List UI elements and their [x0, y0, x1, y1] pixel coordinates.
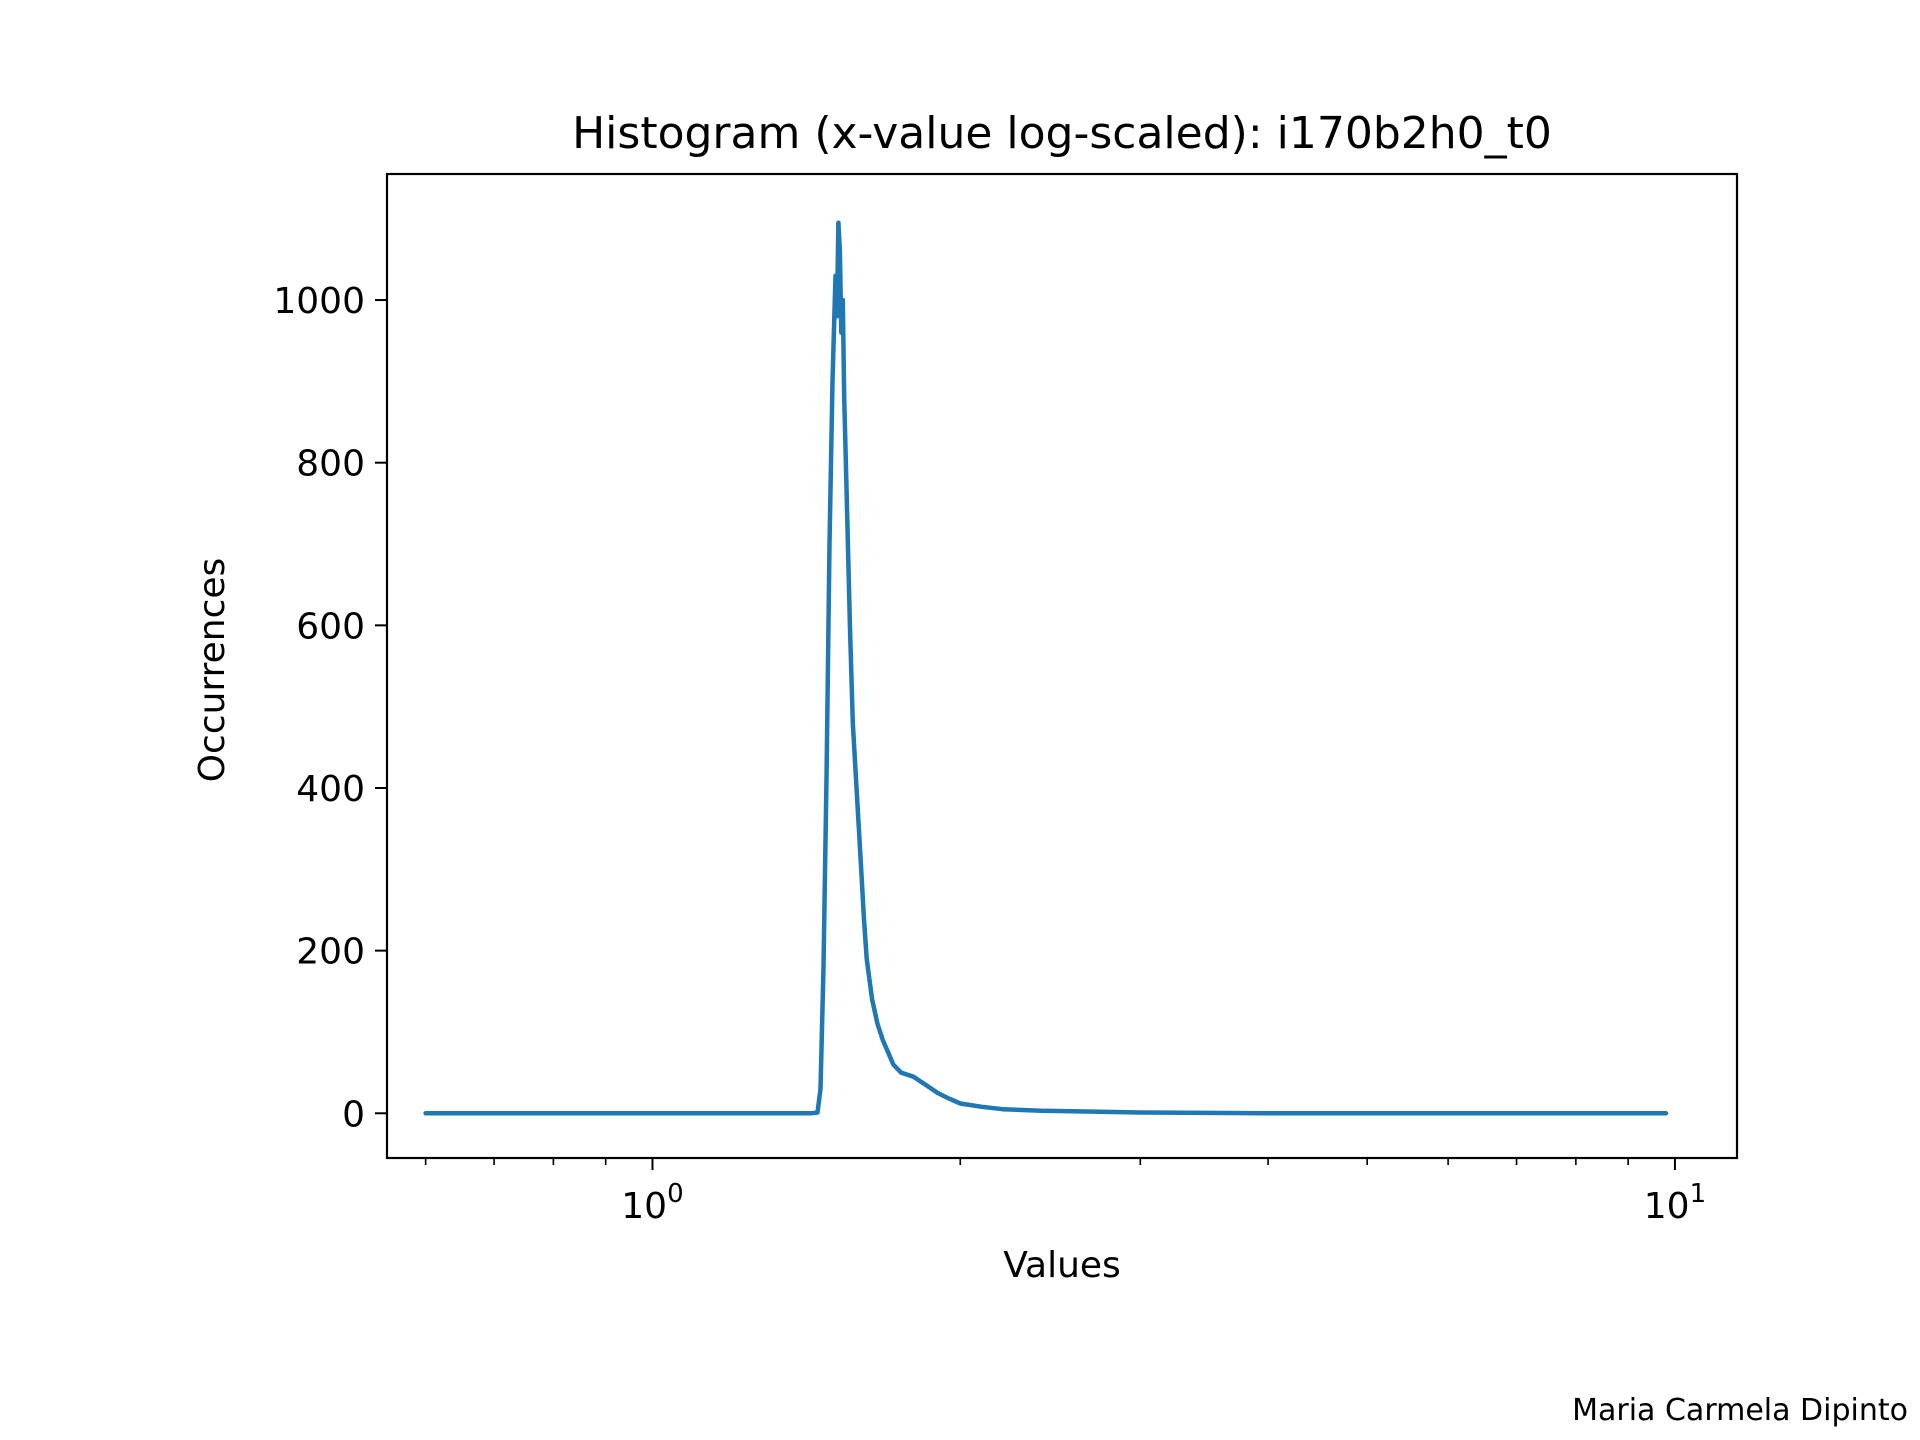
- y-tick-label-3: 600: [296, 606, 365, 647]
- x-tick-label-1: 101: [1644, 1179, 1706, 1227]
- y-tick-label-4: 800: [296, 444, 365, 485]
- y-tick-label-2: 400: [296, 769, 365, 810]
- x-axis-label: Values: [1003, 1245, 1121, 1286]
- author-credit: Maria Carmela Dipinto: [1572, 1393, 1908, 1428]
- y-tick-label-1: 200: [296, 932, 365, 973]
- series-line-0: [423, 220, 1669, 1116]
- y-tick-label-0: 0: [342, 1094, 365, 1135]
- y-axis-ticks: 0 200 400 600 800 1000: [273, 281, 387, 1135]
- x-axis-ticks: 100 101: [424, 1158, 1706, 1227]
- y-tick-label-5: 1000: [273, 281, 365, 322]
- x-tick-label-0: 100: [621, 1179, 683, 1227]
- plot-frame: [385, 172, 1739, 1160]
- y-axis-label: Occurrences: [192, 558, 233, 783]
- plot-area: [423, 220, 1669, 1116]
- chart-title: Histogram (x-value log-scaled): i170b2h0…: [572, 108, 1552, 159]
